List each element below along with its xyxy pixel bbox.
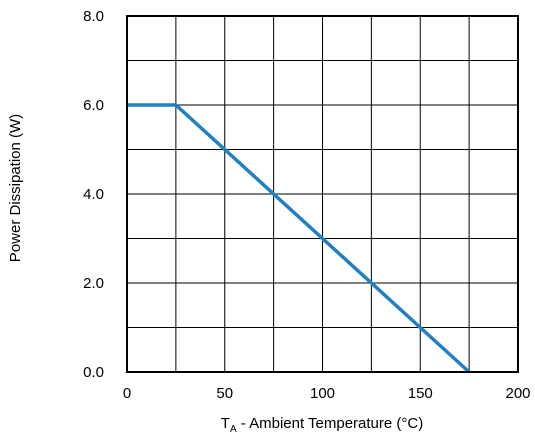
x-axis-title-subscript: A [230, 424, 237, 435]
y-tick-label: 4.0 [83, 186, 104, 203]
x-tick-label: 100 [310, 385, 335, 402]
x-axis-title: TA - Ambient Temperature (°C) [221, 415, 423, 435]
grid-lines [127, 16, 518, 372]
x-tick-label: 150 [408, 385, 433, 402]
series-line [127, 103, 471, 374]
x-axis-title-symbol: T [221, 415, 230, 432]
plot-frame [126, 15, 519, 373]
x-tick-label: 200 [505, 385, 530, 402]
y-axis-title: Power Dissipation (W) [7, 114, 24, 262]
y-tick-label: 8.0 [83, 8, 104, 25]
y-tick-label: 0.0 [83, 364, 104, 381]
x-axis-title-text: - Ambient Temperature (°C) [237, 415, 424, 432]
x-tick-label: 50 [216, 385, 233, 402]
x-tick-labels: 0 50 100 150 200 [123, 385, 531, 402]
x-tick-label: 0 [123, 385, 131, 402]
series-group [127, 103, 471, 374]
y-tick-label: 6.0 [83, 97, 104, 114]
y-tick-label: 2.0 [83, 275, 104, 292]
y-tick-labels: 0.0 2.0 4.0 6.0 8.0 [83, 8, 104, 381]
